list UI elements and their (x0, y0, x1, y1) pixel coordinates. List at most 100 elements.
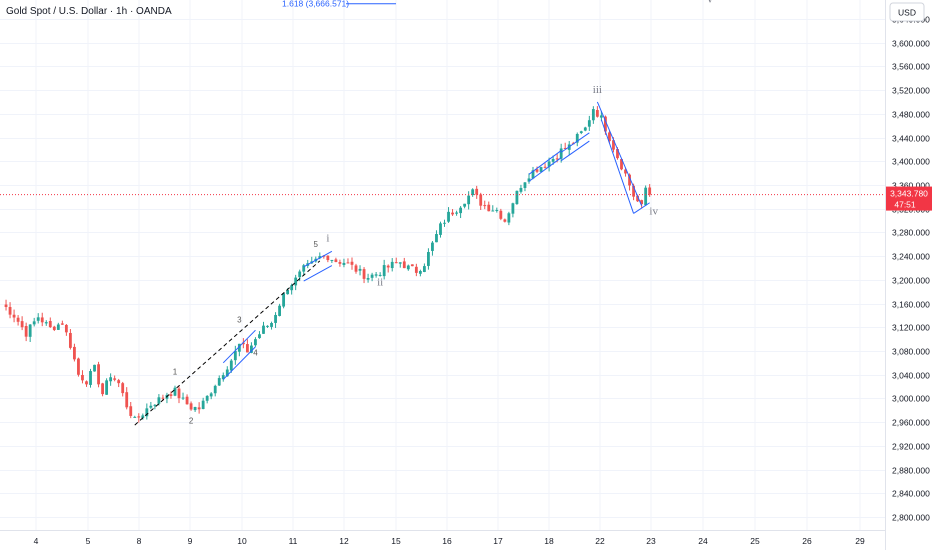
x-tick-label: 26 (802, 536, 812, 546)
wave-channel-upper2 (560, 140, 590, 162)
time-axis[interactable]: 4 5 8 9 10 11 12 15 16 17 18 22 23 24 25 26 29 (34, 536, 865, 546)
candle-body (374, 274, 378, 276)
wave-label-1: 1 (173, 368, 178, 377)
x-tick-label: 15 (391, 536, 401, 546)
candle-body (503, 219, 507, 222)
candle-body (217, 378, 221, 386)
candle-body (245, 344, 249, 353)
candle-body (366, 278, 370, 280)
fib-extension-label: 1.618 (3,666.571) (282, 0, 349, 9)
x-tick-label: 23 (646, 536, 656, 546)
wave-channel-upper2 (560, 132, 590, 153)
y-tick-label: 3,040.000 (892, 371, 930, 381)
candle-body (531, 170, 535, 179)
candle-body (137, 416, 141, 418)
candle-body (402, 261, 406, 269)
candle-body (350, 261, 354, 265)
wave-label-4: 4 (253, 349, 258, 358)
y-tick-label: 3,600.000 (892, 39, 930, 49)
candle-body (640, 200, 644, 205)
candle-body (181, 397, 185, 399)
candle-body (205, 395, 209, 401)
candle-body (427, 252, 430, 266)
y-tick-label: 3,560.000 (892, 62, 930, 72)
candle-body (24, 326, 28, 337)
trend-line-dashed (134, 260, 321, 426)
candle-body (133, 416, 137, 418)
candle-body (225, 369, 229, 377)
drawings (0, 101, 885, 426)
wave3-channel (222, 346, 256, 380)
candle-body (77, 358, 80, 375)
candle-body (612, 140, 615, 150)
candle-body (237, 343, 241, 352)
candle-body (330, 259, 334, 261)
currency-button[interactable]: USD (898, 8, 916, 18)
y-tick-label: 2,960.000 (892, 418, 930, 428)
candle-body (221, 375, 225, 380)
y-tick-label: 3,480.000 (892, 110, 930, 120)
candle-body (511, 203, 515, 214)
bar-countdown: 47:51 (894, 200, 916, 210)
currency-button-frame[interactable] (889, 2, 925, 22)
x-tick-label: 9 (188, 536, 193, 546)
candle-body (81, 374, 84, 381)
candle-body (286, 289, 290, 295)
candle-body (213, 385, 217, 394)
candle-body (487, 204, 491, 212)
candle-body (44, 322, 48, 324)
wave-label-v: v (707, 0, 713, 5)
candle-body (547, 161, 551, 167)
candle-body (318, 256, 322, 259)
x-tick-label: 25 (750, 536, 760, 546)
candles (4, 106, 652, 423)
candle-body (435, 234, 438, 243)
candle-body (173, 387, 177, 396)
candle-body (28, 324, 32, 337)
candle-body (422, 266, 426, 272)
x-tick-label: 18 (544, 536, 554, 546)
candle-body (398, 262, 402, 264)
y-tick-label: 2,840.000 (892, 489, 930, 499)
candle-body (523, 182, 527, 188)
candle-body (209, 393, 213, 397)
candle-body (551, 158, 555, 162)
candle-body (177, 388, 181, 399)
candle-body (382, 265, 386, 277)
candle-body (153, 404, 157, 406)
x-tick-label: 24 (698, 536, 708, 546)
candle-body (644, 187, 648, 206)
wave-label-ii: ii (377, 277, 383, 289)
y-tick-label: 2,880.000 (892, 466, 930, 476)
candle-body (68, 332, 72, 348)
candle-body (233, 350, 237, 361)
chart-title: Gold Spot / U.S. Dollar · 1h · OANDA (6, 6, 172, 17)
x-tick-label: 11 (289, 536, 298, 546)
x-tick-label: 10 (237, 536, 247, 546)
candle-body (32, 321, 36, 325)
candle-body (519, 187, 523, 192)
candle-body (169, 394, 173, 396)
candle-body (241, 342, 245, 345)
candle-body (141, 415, 145, 419)
candle-body (52, 326, 56, 330)
candle-body (628, 174, 631, 186)
x-tick-label: 12 (339, 536, 349, 546)
candle-body (620, 159, 623, 170)
candle-body (89, 371, 92, 385)
current-price-tag (886, 186, 932, 211)
candle-body (390, 261, 394, 269)
candle-body (201, 400, 205, 410)
candle-body (599, 115, 603, 118)
candle-body (64, 324, 68, 333)
candle-body (616, 149, 619, 159)
candle-body (604, 116, 607, 132)
candle-body (591, 109, 595, 121)
candle-body (559, 148, 563, 159)
candle-body (608, 132, 611, 142)
candle-body (254, 339, 257, 346)
candle-body (587, 120, 591, 127)
wave-label-iv: iv (649, 206, 658, 218)
